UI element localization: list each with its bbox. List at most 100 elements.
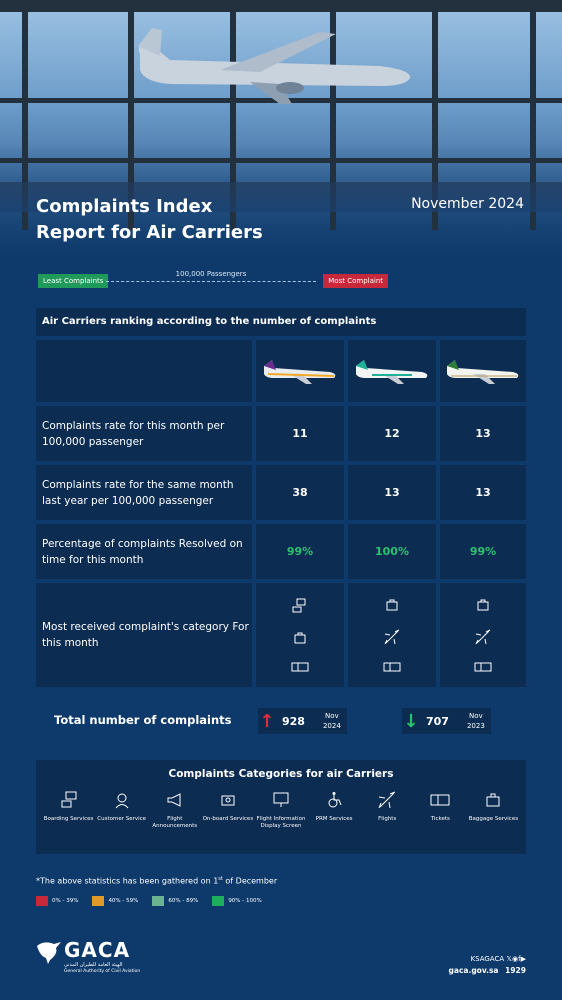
least-complaints-pill: Least Complaints <box>38 274 109 288</box>
category-item: Customer Service <box>96 790 148 830</box>
boarding-icon <box>292 598 306 613</box>
megaphone-icon <box>167 793 181 807</box>
window-frame-bar <box>530 0 536 230</box>
category-item: Boarding Services <box>43 790 95 830</box>
key-item: 40% - 59% <box>92 896 138 906</box>
category-item: Flight Information Display Screen <box>255 790 307 830</box>
baggage-icon <box>486 793 500 807</box>
hero-banner <box>0 0 562 260</box>
total-complaints: Total number of complaints ↑ 928 Nov 202… <box>36 706 526 736</box>
carrier-3-categories <box>440 583 526 687</box>
footnote-sup: st <box>218 876 223 882</box>
title-line-1: Complaints Index <box>36 196 213 217</box>
arrow-down-icon: ↓ <box>403 710 419 732</box>
x-icon[interactable]: 𝕏 <box>506 955 513 963</box>
rate-value: 38 <box>256 465 344 520</box>
carrier-1-categories <box>256 583 344 687</box>
total-previous: ↓ 707 Nov 2023 <box>402 708 491 734</box>
footnote-text-end: of December <box>222 876 278 886</box>
category-name: Boarding Services <box>43 816 94 822</box>
category-name: Baggage Services <box>468 816 519 822</box>
category-name: Customer Service <box>97 816 147 822</box>
plane-icon <box>384 629 400 645</box>
resolved-percentage: 99% <box>440 524 526 579</box>
category-name: PRM Services <box>315 816 353 822</box>
boarding-icon <box>61 791 77 808</box>
website-link[interactable]: gaca.gov.sa <box>448 966 499 975</box>
total-previous-year: 2023 <box>466 722 485 730</box>
baggage-icon <box>386 599 398 611</box>
facebook-icon[interactable]: f <box>518 955 521 963</box>
onboard-icon <box>221 795 235 806</box>
logo-row-blank <box>36 340 252 402</box>
category-name: On-board Services <box>202 816 254 822</box>
window-frame-top <box>0 0 562 12</box>
airplane-illustration <box>138 28 411 104</box>
category-item: Baggage Services <box>467 790 519 830</box>
color-key: 0% - 39% 40% - 59% 60% - 89% 90% - 100% <box>36 896 262 906</box>
category-item: Tickets <box>414 790 466 830</box>
total-current: ↑ 928 Nov 2024 <box>258 708 347 734</box>
baggage-icon <box>477 599 489 611</box>
window-frame-bar <box>432 0 438 230</box>
total-current-month: Nov <box>325 712 339 720</box>
resolved-percentage: 99% <box>256 524 344 579</box>
carrier-2-plane-icon <box>348 340 436 402</box>
ticket-icon <box>291 662 309 672</box>
passengers-label: 100,000 Passengers <box>175 270 247 278</box>
ticket-icon <box>474 662 492 672</box>
rate-value: 12 <box>348 406 436 461</box>
key-item: 0% - 39% <box>36 896 78 906</box>
rate-value: 11 <box>256 406 344 461</box>
table-row: Complaints rate for the same month last … <box>36 465 526 520</box>
row-label: Complaints rate for this month per 100,0… <box>36 406 252 461</box>
table-title: Air Carriers ranking according to the nu… <box>36 308 526 336</box>
category-item: PRM Services <box>308 790 360 830</box>
instagram-icon[interactable]: ◉ <box>512 955 519 963</box>
total-previous-month: Nov <box>469 712 483 720</box>
social-handle[interactable]: KSAGACA <box>470 955 505 963</box>
report-title: Complaints Index Report for Air Carriers <box>36 194 263 246</box>
baggage-icon <box>294 632 306 644</box>
falcon-logo-icon <box>37 942 61 964</box>
plane-icon <box>475 629 491 645</box>
plane-icon <box>378 791 396 809</box>
logo-arabic: الهيئة العامة للطيران المدني <box>64 962 123 968</box>
key-swatch <box>212 896 225 906</box>
carrier-logos-row <box>36 340 526 402</box>
category-name: Flight Announcements <box>152 816 198 829</box>
resolved-percentage: 100% <box>348 524 436 579</box>
rate-value: 13 <box>440 406 526 461</box>
display-screen-icon <box>273 792 289 807</box>
category-name: Flight Information Display Screen <box>256 816 306 829</box>
key-label: 90% - 100% <box>228 898 262 904</box>
category-item: Flight Announcements <box>149 790 201 830</box>
total-previous-value: 707 <box>426 714 449 728</box>
carrier-2-categories <box>348 583 436 687</box>
logo-text: GACA <box>64 938 131 962</box>
youtube-icon[interactable]: ▶ <box>520 955 526 963</box>
window-frame-bar <box>128 0 134 230</box>
social-links[interactable]: KSAGACA 𝕏◉f▶ <box>471 954 526 965</box>
logo-english: General Authority of Civil Aviation <box>64 969 141 974</box>
arrow-up-icon: ↑ <box>259 710 275 732</box>
rate-value: 13 <box>348 465 436 520</box>
complaint-scale: Least Complaints 100,000 Passengers Most… <box>38 268 388 294</box>
total-label: Total number of complaints <box>54 713 232 727</box>
total-previous-date: Nov 2023 <box>461 711 491 731</box>
key-label: 40% - 59% <box>108 898 139 904</box>
report-date: November 2024 <box>411 196 524 212</box>
row-label: Most received complaint's category For t… <box>36 583 252 687</box>
hotline-number: 1929 <box>505 966 526 975</box>
category-item: Flights <box>361 790 413 830</box>
scale-line: 100,000 Passengers <box>106 270 316 282</box>
key-swatch <box>36 896 48 906</box>
key-item: 60% - 89% <box>152 896 198 906</box>
window-frame-bar <box>330 0 336 230</box>
ticket-icon <box>383 662 401 672</box>
table-row: Complaints rate for this month per 100,0… <box>36 406 526 461</box>
carrier-3-plane-icon <box>440 340 526 402</box>
window-frame-rail <box>0 158 562 163</box>
category-item: On-board Services <box>202 790 254 830</box>
website-footer: gaca.gov.sa 1929 <box>449 966 526 975</box>
